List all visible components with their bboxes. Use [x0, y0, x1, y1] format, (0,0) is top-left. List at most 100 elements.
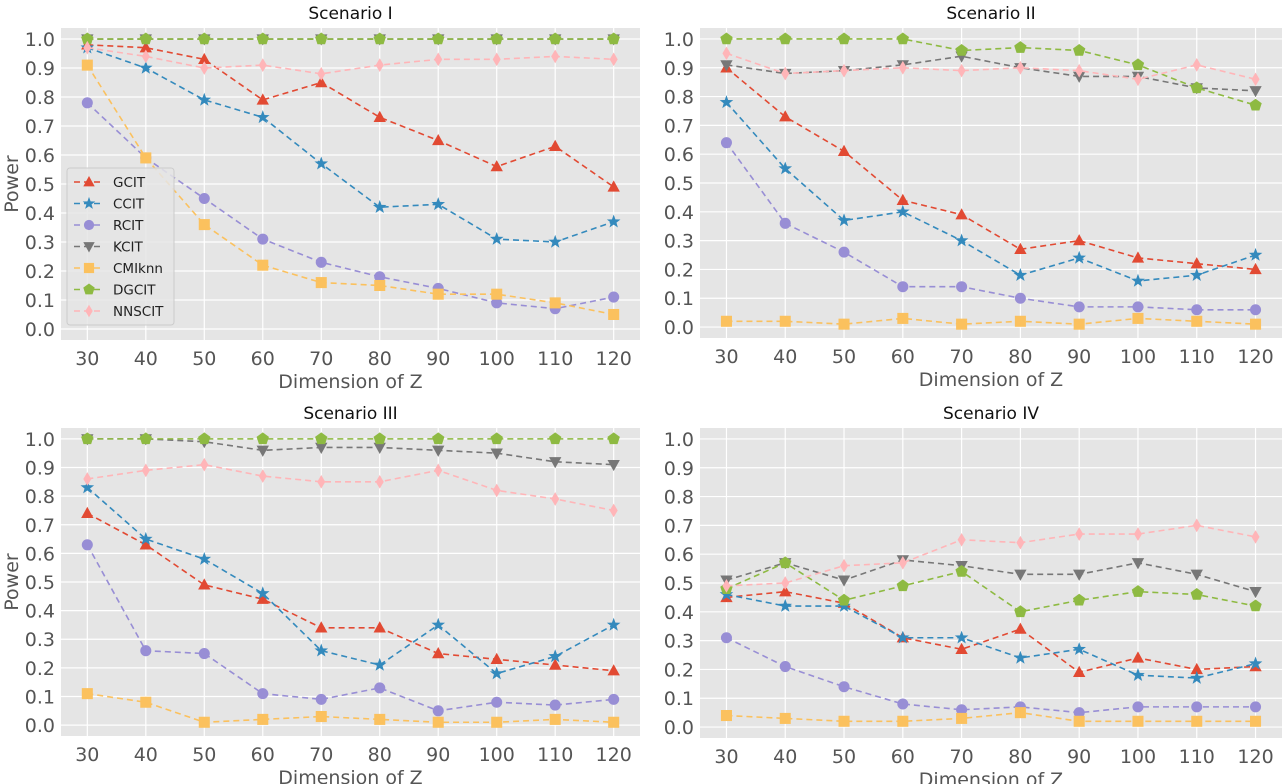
data-point-rcit	[140, 645, 152, 657]
series-line-nnscit	[87, 46, 614, 75]
x-tick-label: 100	[1120, 346, 1156, 368]
y-tick-label: 0.1	[25, 686, 55, 708]
x-tick-label: 110	[537, 348, 573, 370]
y-tick-label: 0.5	[25, 572, 55, 594]
series-line-ccit	[725, 101, 1256, 282]
data-point-rcit	[779, 661, 791, 673]
panel-scenario-i: Scenario I 0.0 0.1 0.2 0.3 0.4 0.5 0.6 0.7 0.8 0.9…	[1, 4, 640, 393]
series-line-nnscit	[726, 524, 1256, 587]
data-point-rcit	[897, 281, 909, 293]
y-tick-label: 0.2	[25, 658, 55, 680]
series-rcit	[81, 97, 620, 315]
y-tick-label: 0.7	[664, 115, 694, 137]
data-point-gcit	[1131, 651, 1145, 663]
data-point-nnscit	[317, 474, 326, 489]
x-tick-label: 100	[479, 744, 515, 766]
x-tick-label: 90	[426, 348, 450, 370]
data-point-ccit	[80, 480, 95, 494]
data-point-rcit	[81, 539, 93, 551]
data-point-cmiknn	[257, 713, 269, 725]
data-point-cmiknn	[720, 315, 732, 327]
series-line-rcit	[86, 544, 614, 712]
data-point-rcit	[491, 696, 503, 708]
data-point-dgcit	[837, 32, 851, 45]
data-point-kcit	[607, 459, 620, 472]
data-point-gcit	[1131, 251, 1145, 263]
x-axis-label: Dimension of Z	[919, 369, 1063, 391]
data-point-nnscit	[957, 63, 966, 78]
data-point-cmiknn	[838, 715, 850, 727]
series-rcit	[81, 539, 620, 717]
series-cmiknn	[720, 707, 1262, 727]
legend-label-rcit: RCIT	[113, 218, 144, 234]
data-point-ccit	[431, 197, 446, 211]
data-point-cmiknn	[81, 688, 93, 700]
data-point-gcit	[549, 139, 562, 151]
data-point-kcit	[1190, 569, 1203, 581]
series-line-nnscit	[726, 52, 1256, 81]
data-point-cmiknn	[897, 312, 909, 324]
data-point-cmiknn	[549, 713, 561, 725]
data-point-rcit	[491, 297, 503, 309]
data-point-gcit	[1249, 262, 1262, 275]
data-point-dgcit	[1014, 41, 1027, 53]
legend-label-cmiknn: CMIknn	[113, 261, 163, 277]
data-point-ccit	[1189, 268, 1204, 281]
data-point-kcit	[1249, 586, 1262, 599]
y-tick-label: 0.9	[664, 458, 694, 480]
data-point-nnscit	[1192, 518, 1201, 533]
series-ccit	[719, 95, 1263, 287]
data-point-rcit	[838, 681, 850, 693]
data-point-nnscit	[492, 52, 501, 67]
data-point-nnscit	[1075, 527, 1084, 541]
data-point-gcit	[607, 180, 620, 192]
x-tick-label: 50	[832, 346, 856, 368]
y-tick-label: 0.3	[25, 232, 55, 254]
data-point-nnscit	[200, 457, 209, 472]
series-line-cmiknn	[86, 64, 614, 316]
data-point-ccit	[896, 630, 910, 644]
data-point-cmiknn	[549, 297, 561, 309]
data-point-nnscit	[375, 58, 384, 72]
data-point-rcit	[257, 688, 269, 700]
data-point-gcit	[1073, 234, 1086, 246]
series-nnscit	[722, 518, 1260, 593]
data-point-cmiknn	[140, 696, 152, 708]
data-point-rcit	[608, 291, 620, 303]
series-dgcit	[81, 32, 620, 45]
data-point-ccit	[719, 95, 734, 109]
data-point-rcit	[1250, 304, 1262, 316]
data-point-ccit	[314, 643, 329, 657]
y-tick-label: 0.0	[25, 319, 55, 341]
data-point-ccit	[1131, 668, 1145, 681]
data-point-nnscit	[434, 463, 443, 478]
data-point-gcit	[549, 658, 562, 670]
y-tick-label: 0.5	[664, 173, 694, 195]
x-tick-label: 100	[1120, 746, 1156, 768]
data-point-gcit	[955, 642, 968, 654]
data-point-rcit	[1073, 707, 1085, 719]
x-tick-label: 50	[192, 348, 216, 370]
data-point-nnscit	[1192, 58, 1201, 72]
data-point-nnscit	[898, 556, 907, 570]
data-point-rcit	[1014, 292, 1026, 304]
legend-marker-nnscit	[85, 304, 93, 318]
x-tick-label: 70	[309, 744, 333, 766]
data-point-rcit	[956, 281, 968, 293]
data-point-rcit	[779, 217, 791, 229]
data-point-cmiknn	[779, 712, 791, 724]
data-point-rcit	[315, 256, 327, 268]
data-point-cmiknn	[1191, 315, 1203, 327]
data-point-gcit	[139, 41, 152, 53]
y-tick-label: 1.0	[664, 429, 694, 451]
series-gcit	[720, 61, 1262, 275]
data-point-cmiknn	[198, 716, 210, 728]
legend-marker-ccit	[82, 196, 96, 209]
series-line-gcit	[87, 44, 615, 188]
data-point-nnscit	[722, 579, 731, 593]
data-point-nnscit	[898, 60, 907, 75]
data-point-dgcit	[81, 432, 94, 445]
x-tick-label: 30	[714, 746, 738, 768]
data-point-rcit	[374, 682, 386, 694]
data-point-kcit	[315, 442, 328, 454]
